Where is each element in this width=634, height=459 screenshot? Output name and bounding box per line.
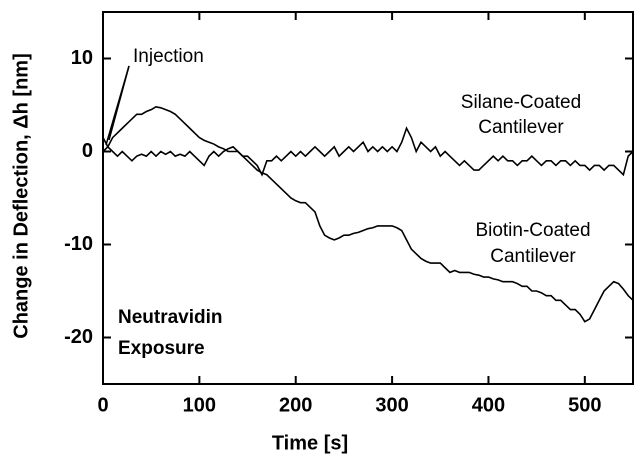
y-axis-label: Change in Deflection, Δh [nm] [10,53,32,339]
annotation: Exposure [118,338,205,359]
x-tick-label: 400 [472,394,505,416]
x-tick-label: 0 [97,394,108,416]
y-tick-label: -10 [64,233,93,255]
series-label: Cantilever [490,246,576,267]
series-label: Biotin-Coated [475,220,590,241]
series-label: Cantilever [478,117,564,138]
data-line [102,106,634,323]
y-tick-label: -20 [64,326,93,348]
plot-frame [102,11,634,385]
data-line [102,126,634,177]
series-label: Silane-Coated [461,92,581,113]
x-tick-label: 300 [375,394,408,416]
annotation: Injection [133,46,204,67]
x-tick-label: 500 [568,394,601,416]
annotation: Neutravidin [118,307,223,328]
y-tick-label: 0 [82,140,93,162]
x-axis-label: Time [s] [272,432,348,454]
y-tick-label: 10 [71,47,93,69]
arrow [108,65,130,141]
x-tick-label: 200 [279,394,312,416]
x-tick-label: 100 [183,394,216,416]
